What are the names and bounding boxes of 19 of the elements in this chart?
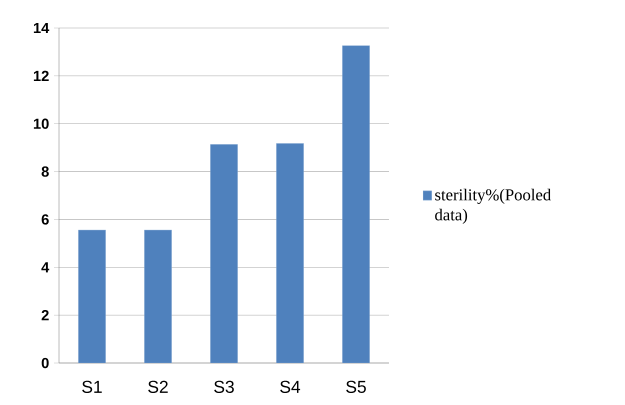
bar xyxy=(78,230,106,363)
bar xyxy=(144,230,172,363)
y-tick-label: 8 xyxy=(42,166,49,177)
x-tick-label: S1 xyxy=(82,380,102,393)
legend-label: sterility%(Pooled data) xyxy=(435,188,551,224)
x-tick-label: S4 xyxy=(280,380,300,393)
y-tick-label: 2 xyxy=(42,310,49,320)
y-tick-label: 0 xyxy=(42,358,49,368)
bar xyxy=(342,45,370,363)
y-tick-label: 14 xyxy=(34,22,50,34)
y-tick-label: 10 xyxy=(34,118,49,129)
y-tick-label: 4 xyxy=(41,262,50,272)
bar xyxy=(210,144,238,363)
y-tick-label: 6 xyxy=(42,214,49,225)
x-tick-label: S2 xyxy=(148,380,168,393)
x-tick-label: S5 xyxy=(346,380,366,393)
bar xyxy=(276,143,304,363)
y-tick-label: 12 xyxy=(34,70,49,81)
x-tick-label: S3 xyxy=(214,380,234,393)
